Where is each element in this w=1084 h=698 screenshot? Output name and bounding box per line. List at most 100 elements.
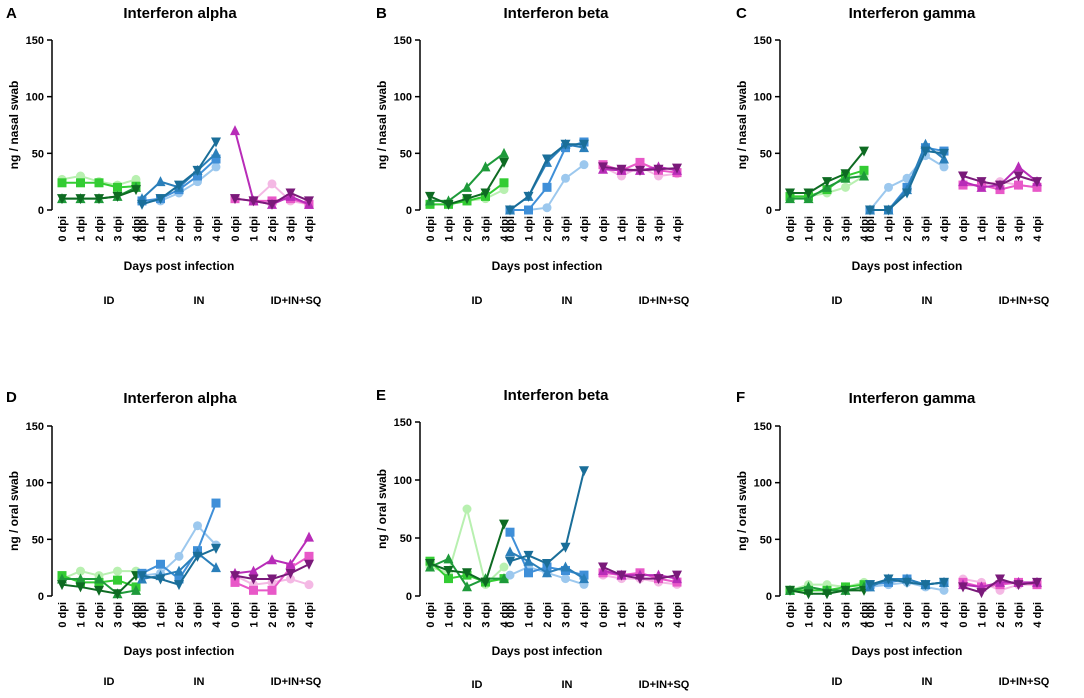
panel-letter: B — [376, 5, 387, 22]
x-axis-label: Days post infection — [124, 644, 235, 658]
group-label: ID — [472, 679, 483, 691]
y-axis-label: ng / oral swab — [735, 471, 749, 551]
x-tick-label: 2 dpi — [267, 602, 279, 628]
group-id: 0 dpi 1 dpi 2 dpi 3 dpi 4 dpi ID — [425, 147, 511, 307]
data-point — [131, 584, 141, 595]
data-point — [672, 163, 682, 174]
group-label: ID+IN+SQ — [271, 295, 322, 307]
data-point — [211, 154, 221, 164]
x-tick-label: 2 dpi — [822, 216, 834, 242]
data-point — [57, 580, 67, 591]
data-point — [995, 180, 1005, 191]
group-label: IN — [194, 295, 205, 307]
data-point — [57, 194, 67, 205]
data-point — [94, 573, 104, 584]
x-tick-label: 3 dpi — [841, 216, 853, 242]
group-label: ID — [832, 676, 843, 688]
data-point — [499, 185, 509, 195]
data-point — [155, 574, 166, 585]
data-point — [211, 162, 221, 172]
data-point — [462, 568, 472, 579]
data-point — [785, 585, 795, 596]
data-point — [75, 573, 86, 584]
x-tick-label: 2 dpi — [995, 602, 1007, 628]
x-tick-label: 3 dpi — [561, 602, 573, 628]
x-tick-label: 0 dpi — [865, 602, 877, 628]
data-point — [131, 185, 141, 196]
data-point — [112, 191, 123, 202]
data-point — [542, 203, 552, 213]
x-tick-label: 3 dpi — [921, 602, 933, 628]
data-point — [561, 574, 570, 584]
data-point — [542, 154, 552, 165]
data-point — [499, 562, 509, 572]
x-axis-label: Days post infection — [492, 644, 603, 658]
y-axis-label: ng / oral swab — [375, 469, 389, 549]
data-point — [505, 556, 515, 567]
x-tick-label: 4 dpi — [579, 602, 591, 628]
data-point — [137, 571, 147, 582]
x-tick-label: 4 dpi — [859, 216, 871, 242]
group-in: 0 dpi 1 dpi 2 dpi 3 dpi 4 dpi IN — [505, 137, 591, 307]
group-label: ID+IN+SQ — [271, 676, 322, 688]
chart-title: Interferon alpha — [123, 390, 237, 407]
data-point — [131, 174, 141, 184]
data-point — [653, 164, 664, 175]
data-point — [803, 188, 814, 199]
x-tick-label: 4 dpi — [1032, 602, 1044, 628]
x-tick-label: 1 dpi — [804, 602, 816, 628]
data-point — [505, 546, 515, 557]
y-tick-label: 150 — [394, 417, 412, 429]
x-tick-label: 1 dpi — [444, 216, 456, 242]
data-point — [939, 585, 949, 595]
data-point — [112, 589, 123, 600]
x-tick-label: 4 dpi — [499, 216, 511, 242]
panel-d: D Interferon alpha 0 50 100 150 ng / oral swab… — [6, 389, 322, 688]
x-tick-label: 2 dpi — [902, 602, 914, 628]
data-point — [672, 570, 682, 581]
data-point — [248, 574, 259, 585]
group-label: IN — [562, 295, 573, 307]
y-tick-label: 100 — [26, 92, 44, 104]
data-point — [304, 580, 314, 590]
data-point — [499, 519, 509, 530]
group-label: ID+IN+SQ — [999, 676, 1050, 688]
x-tick-label: 3 dpi — [481, 602, 493, 628]
group-in: 0 dpi 1 dpi 2 dpi 3 dpi 4 dpi IN — [137, 137, 223, 307]
group-id-in-sq: 0 dpi 1 dpi 2 dpi 3 dpi 4 dpi ID+IN+SQ — [958, 161, 1050, 307]
x-tick-label: 3 dpi — [1014, 216, 1026, 242]
group-label: ID — [104, 295, 115, 307]
y-tick-label: 100 — [394, 92, 412, 104]
series-line — [234, 130, 310, 206]
x-tick-label: 3 dpi — [113, 216, 125, 242]
data-point — [505, 527, 515, 537]
group-id-in-sq: 0 dpi 1 dpi 2 dpi 3 dpi 4 dpi ID+IN+SQ — [230, 531, 322, 688]
y-tick-label: 100 — [26, 478, 44, 490]
x-tick-label: 4 dpi — [672, 216, 684, 242]
data-point — [902, 188, 912, 199]
x-tick-label: 1 dpi — [617, 602, 629, 628]
x-tick-label: 0 dpi — [57, 216, 69, 242]
data-point — [113, 182, 122, 192]
x-tick-label: 2 dpi — [542, 602, 554, 628]
data-point — [803, 589, 814, 600]
y-tick-label: 100 — [394, 475, 412, 487]
data-point — [542, 559, 552, 570]
x-tick-label: 4 dpi — [859, 602, 871, 628]
data-point — [94, 585, 104, 596]
series-line — [430, 152, 505, 202]
data-point — [883, 205, 894, 216]
group-id-in-sq: 0 dpi 1 dpi 2 dpi 3 dpi 4 dpi ID+IN+SQ — [598, 157, 690, 307]
group-label: ID+IN+SQ — [639, 679, 690, 691]
x-tick-label: 0 dpi — [505, 216, 517, 242]
data-point — [1013, 580, 1024, 591]
x-tick-label: 2 dpi — [902, 216, 914, 242]
data-point — [76, 566, 85, 576]
data-point — [499, 178, 509, 188]
data-point — [230, 577, 240, 587]
x-tick-label: 4 dpi — [304, 602, 316, 628]
data-point — [939, 162, 949, 172]
x-tick-label: 2 dpi — [94, 602, 106, 628]
